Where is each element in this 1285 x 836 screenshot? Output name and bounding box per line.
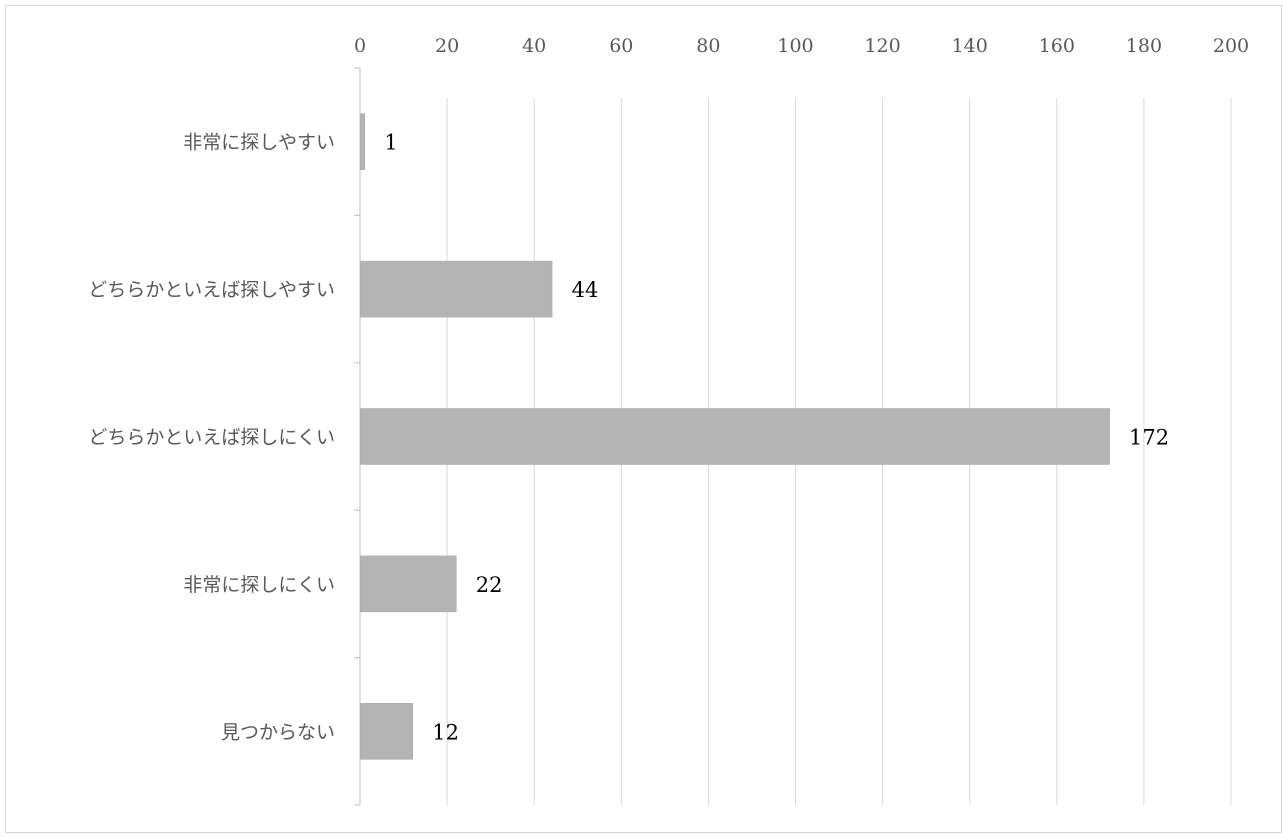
x-tick-label: 200 [1213,35,1249,57]
category-label: どちらかといえば探しにくい [88,427,335,449]
category-label: 見つからない [221,721,335,743]
x-tick-label: 20 [435,35,459,57]
bar [360,408,1110,465]
value-axis-ticks: 0 20 40 60 80 100 120 140 160 180 200 [354,35,1249,57]
bar [360,260,553,318]
x-tick-label: 60 [609,35,633,57]
x-tick-label: 0 [354,35,366,57]
category-labels: 非常に探しやすいどちらかといえば探しやすいどちらかといえば探しにくい非常に探しに… [88,132,335,744]
data-labels: 1 44 172 22 12 [384,131,1169,745]
x-tick-label: 80 [696,35,720,57]
bar [360,555,457,613]
data-label: 172 [1129,426,1169,450]
x-tick-label: 140 [952,35,988,57]
data-label: 44 [572,278,599,302]
category-axis [354,67,361,806]
data-label: 1 [384,131,397,155]
gridlines [446,98,1232,805]
bar [360,703,414,760]
x-tick-label: 160 [1039,35,1075,57]
x-tick-label: 100 [777,35,813,57]
bar [360,113,366,170]
x-tick-label: 180 [1126,35,1162,57]
category-label: 非常に探しにくい [183,574,335,596]
category-label: どちらかといえば探しやすい [88,279,335,301]
x-tick-label: 40 [522,35,546,57]
data-label: 22 [476,573,503,597]
bars [360,113,1110,760]
category-label: 非常に探しやすい [183,132,335,154]
data-label: 12 [432,720,459,744]
x-tick-label: 120 [864,35,900,57]
